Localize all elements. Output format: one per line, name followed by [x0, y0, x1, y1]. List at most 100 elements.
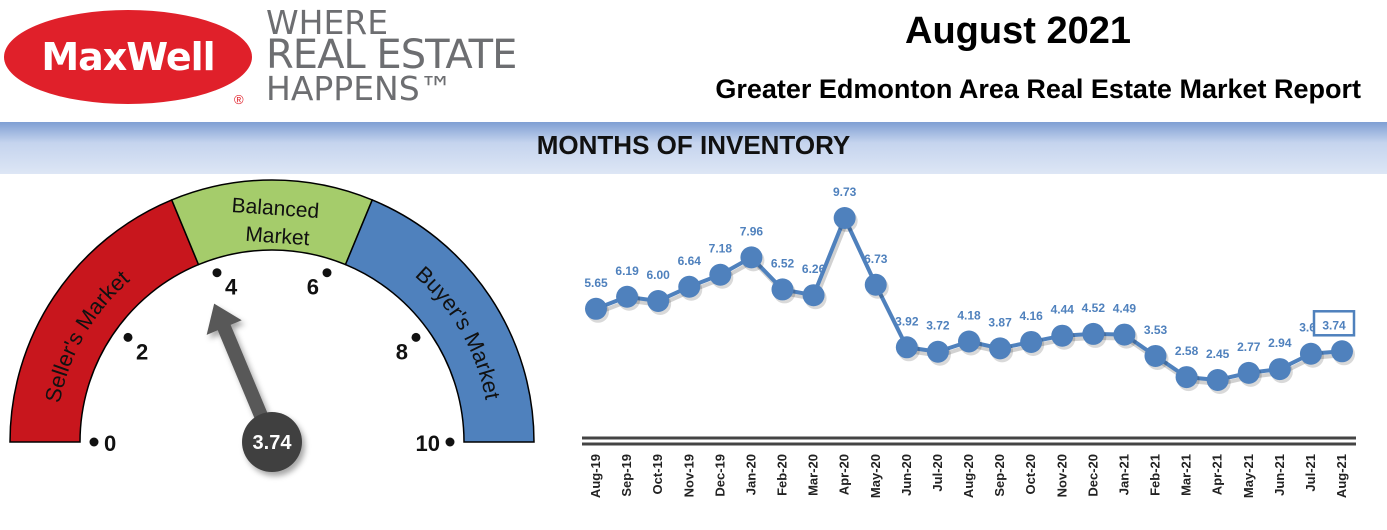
registered-mark: ® [234, 92, 244, 107]
data-label: 2.58 [1175, 344, 1199, 358]
balanced-label-line-2: Market [245, 223, 311, 250]
data-label: 3.92 [895, 314, 919, 328]
data-label: 4.18 [957, 308, 981, 322]
data-label: 3.53 [1144, 323, 1168, 337]
data-point [1144, 344, 1167, 367]
logo-text: MaxWell [41, 35, 215, 79]
x-tick-label: Jan-20 [743, 454, 758, 495]
needle-hub [242, 412, 302, 472]
gauge-tick-dot [411, 332, 421, 342]
x-tick-label: Sep-19 [619, 454, 634, 497]
data-label: 5.65 [584, 276, 608, 290]
data-point [958, 330, 980, 353]
data-point [926, 340, 949, 363]
gauge-tick-label: 4 [225, 275, 238, 300]
tagline-line-2: REAL ESTATE [266, 32, 517, 78]
gauge-tick-dot [89, 437, 99, 447]
gauge-tick-dot [123, 332, 133, 342]
data-point [740, 246, 763, 269]
highlight-label-box [1312, 310, 1356, 337]
tagline-line-3: HAPPENS™ [266, 69, 453, 108]
data-point [864, 273, 887, 296]
x-tick-label: May-21 [1241, 454, 1256, 498]
data-label: 3.72 [926, 319, 950, 333]
x-tick-label: Dec-19 [712, 454, 727, 497]
data-point [1299, 342, 1322, 365]
data-label: 4.49 [1113, 302, 1137, 316]
brand-logo: MaxWell ® WHERE REAL ESTATE HAPPENS™ [0, 0, 560, 120]
data-point [802, 284, 825, 307]
x-tick-label: Oct-19 [650, 454, 665, 494]
data-point [1268, 358, 1291, 381]
buyers-market-segment [344, 198, 535, 443]
section-title: MONTHS OF INVENTORY [536, 130, 851, 160]
data-point [1020, 330, 1043, 353]
x-tick-label: Feb-21 [1148, 454, 1163, 496]
gauge-tick-label: 6 [307, 275, 319, 300]
data-label: 9.73 [833, 185, 857, 199]
report-subtitle: Greater Edmonton Area Real Estate Market… [715, 74, 1361, 104]
gauge-needle: 3.74 [206, 303, 302, 472]
data-label: 3.74 [1322, 318, 1346, 332]
logo-oval: MaxWell [4, 10, 252, 104]
x-tick-label: May-20 [868, 454, 883, 498]
gauge-tick-label: 0 [104, 431, 116, 456]
x-tick-label: Jun-21 [1272, 454, 1287, 496]
x-tick-label: Mar-21 [1179, 454, 1194, 496]
inventory-line-chart: 5.65 6.19 6.00 6.64 7.18 7.96 6.52 6.26 9.73 6.73… [582, 185, 1356, 498]
data-label: 2.94 [1268, 336, 1292, 350]
data-label: 6.64 [678, 254, 702, 268]
data-label: 2.77 [1237, 340, 1261, 354]
data-label: 6.26 [802, 262, 826, 276]
tagline-line-1: WHERE [266, 3, 389, 42]
x-tick-label: Jul-20 [930, 454, 945, 492]
x-tick-label: Apr-21 [1210, 454, 1225, 495]
gauge-tick-dot [445, 437, 455, 447]
data-label: 4.16 [1019, 309, 1043, 323]
x-tick-label: Aug-20 [961, 454, 976, 498]
gauge-tick-dot [212, 268, 222, 278]
x-tick-label: Oct-20 [1023, 454, 1038, 494]
data-label: 2.45 [1206, 347, 1230, 361]
data-label: 7.18 [709, 242, 733, 256]
gauge-tick-label: 8 [396, 339, 408, 364]
section-band [0, 122, 1387, 174]
data-point [1051, 324, 1074, 347]
x-tick-label: Sep-20 [992, 454, 1007, 497]
report-month: August 2021 [905, 10, 1131, 52]
data-label: 3.87 [988, 315, 1012, 329]
data-point [833, 207, 856, 230]
gauge-tick-dot [322, 268, 332, 278]
data-point [1237, 361, 1260, 384]
data-point [1206, 368, 1229, 391]
data-label: 4.44 [1051, 303, 1075, 317]
market-gauge: Seller's Market Buyer's Market Balanced … [9, 179, 535, 472]
needle-value-label: 3.74 [253, 432, 293, 454]
data-label: 6.19 [615, 264, 639, 278]
data-point [1175, 366, 1198, 389]
data-point [709, 263, 732, 286]
x-tick-label: Nov-19 [681, 454, 696, 497]
x-tick-label: Feb-20 [775, 454, 790, 496]
data-point [1082, 322, 1105, 345]
data-point [585, 297, 607, 320]
x-tick-label: Mar-20 [806, 454, 821, 496]
data-point [647, 290, 670, 312]
x-tick-label: Apr-20 [837, 454, 852, 495]
data-point [678, 275, 701, 298]
data-label: 4.52 [1082, 301, 1106, 315]
gauge-tick-label: 2 [136, 339, 148, 364]
data-label: 6.73 [864, 252, 888, 266]
data-point [1331, 340, 1353, 363]
data-label: 6.00 [646, 268, 670, 282]
data-point [616, 285, 639, 308]
sellers-market-segment [9, 198, 200, 443]
gauge-ticks: 0 2 4 6 8 10 [89, 268, 455, 456]
data-point [989, 337, 1012, 360]
gauge-tick-label: 10 [416, 431, 440, 456]
tagline: WHERE REAL ESTATE HAPPENS™ [266, 3, 517, 108]
x-tick-label: Jun-20 [899, 454, 914, 496]
data-point [895, 336, 918, 359]
x-tick-label: Dec-20 [1085, 454, 1100, 497]
data-label: 6.52 [771, 256, 795, 270]
